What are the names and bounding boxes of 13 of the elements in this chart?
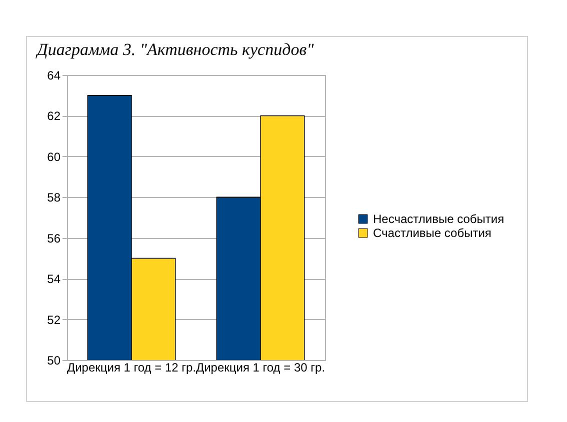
y-tick-label: 56 <box>47 231 61 246</box>
legend-label: Несчастливые события <box>373 212 504 226</box>
x-tick-label: Дирекция 1 год = 30 гр. <box>196 360 326 374</box>
chart-title: Диаграмма 3. "Активность куспидов" <box>35 40 315 59</box>
x-tick-label: Дирекция 1 год = 12 гр. <box>66 360 196 374</box>
y-tick-label: 50 <box>47 354 61 368</box>
y-tick-label: 62 <box>47 109 61 124</box>
y-tick-label: 60 <box>47 150 61 164</box>
y-tick-label: 64 <box>47 68 61 82</box>
y-tick-label: 58 <box>47 190 61 205</box>
y-tick-label: 54 <box>47 272 61 286</box>
y-tick-label: 52 <box>47 312 61 327</box>
legend-label: Счастливые события <box>373 226 492 240</box>
